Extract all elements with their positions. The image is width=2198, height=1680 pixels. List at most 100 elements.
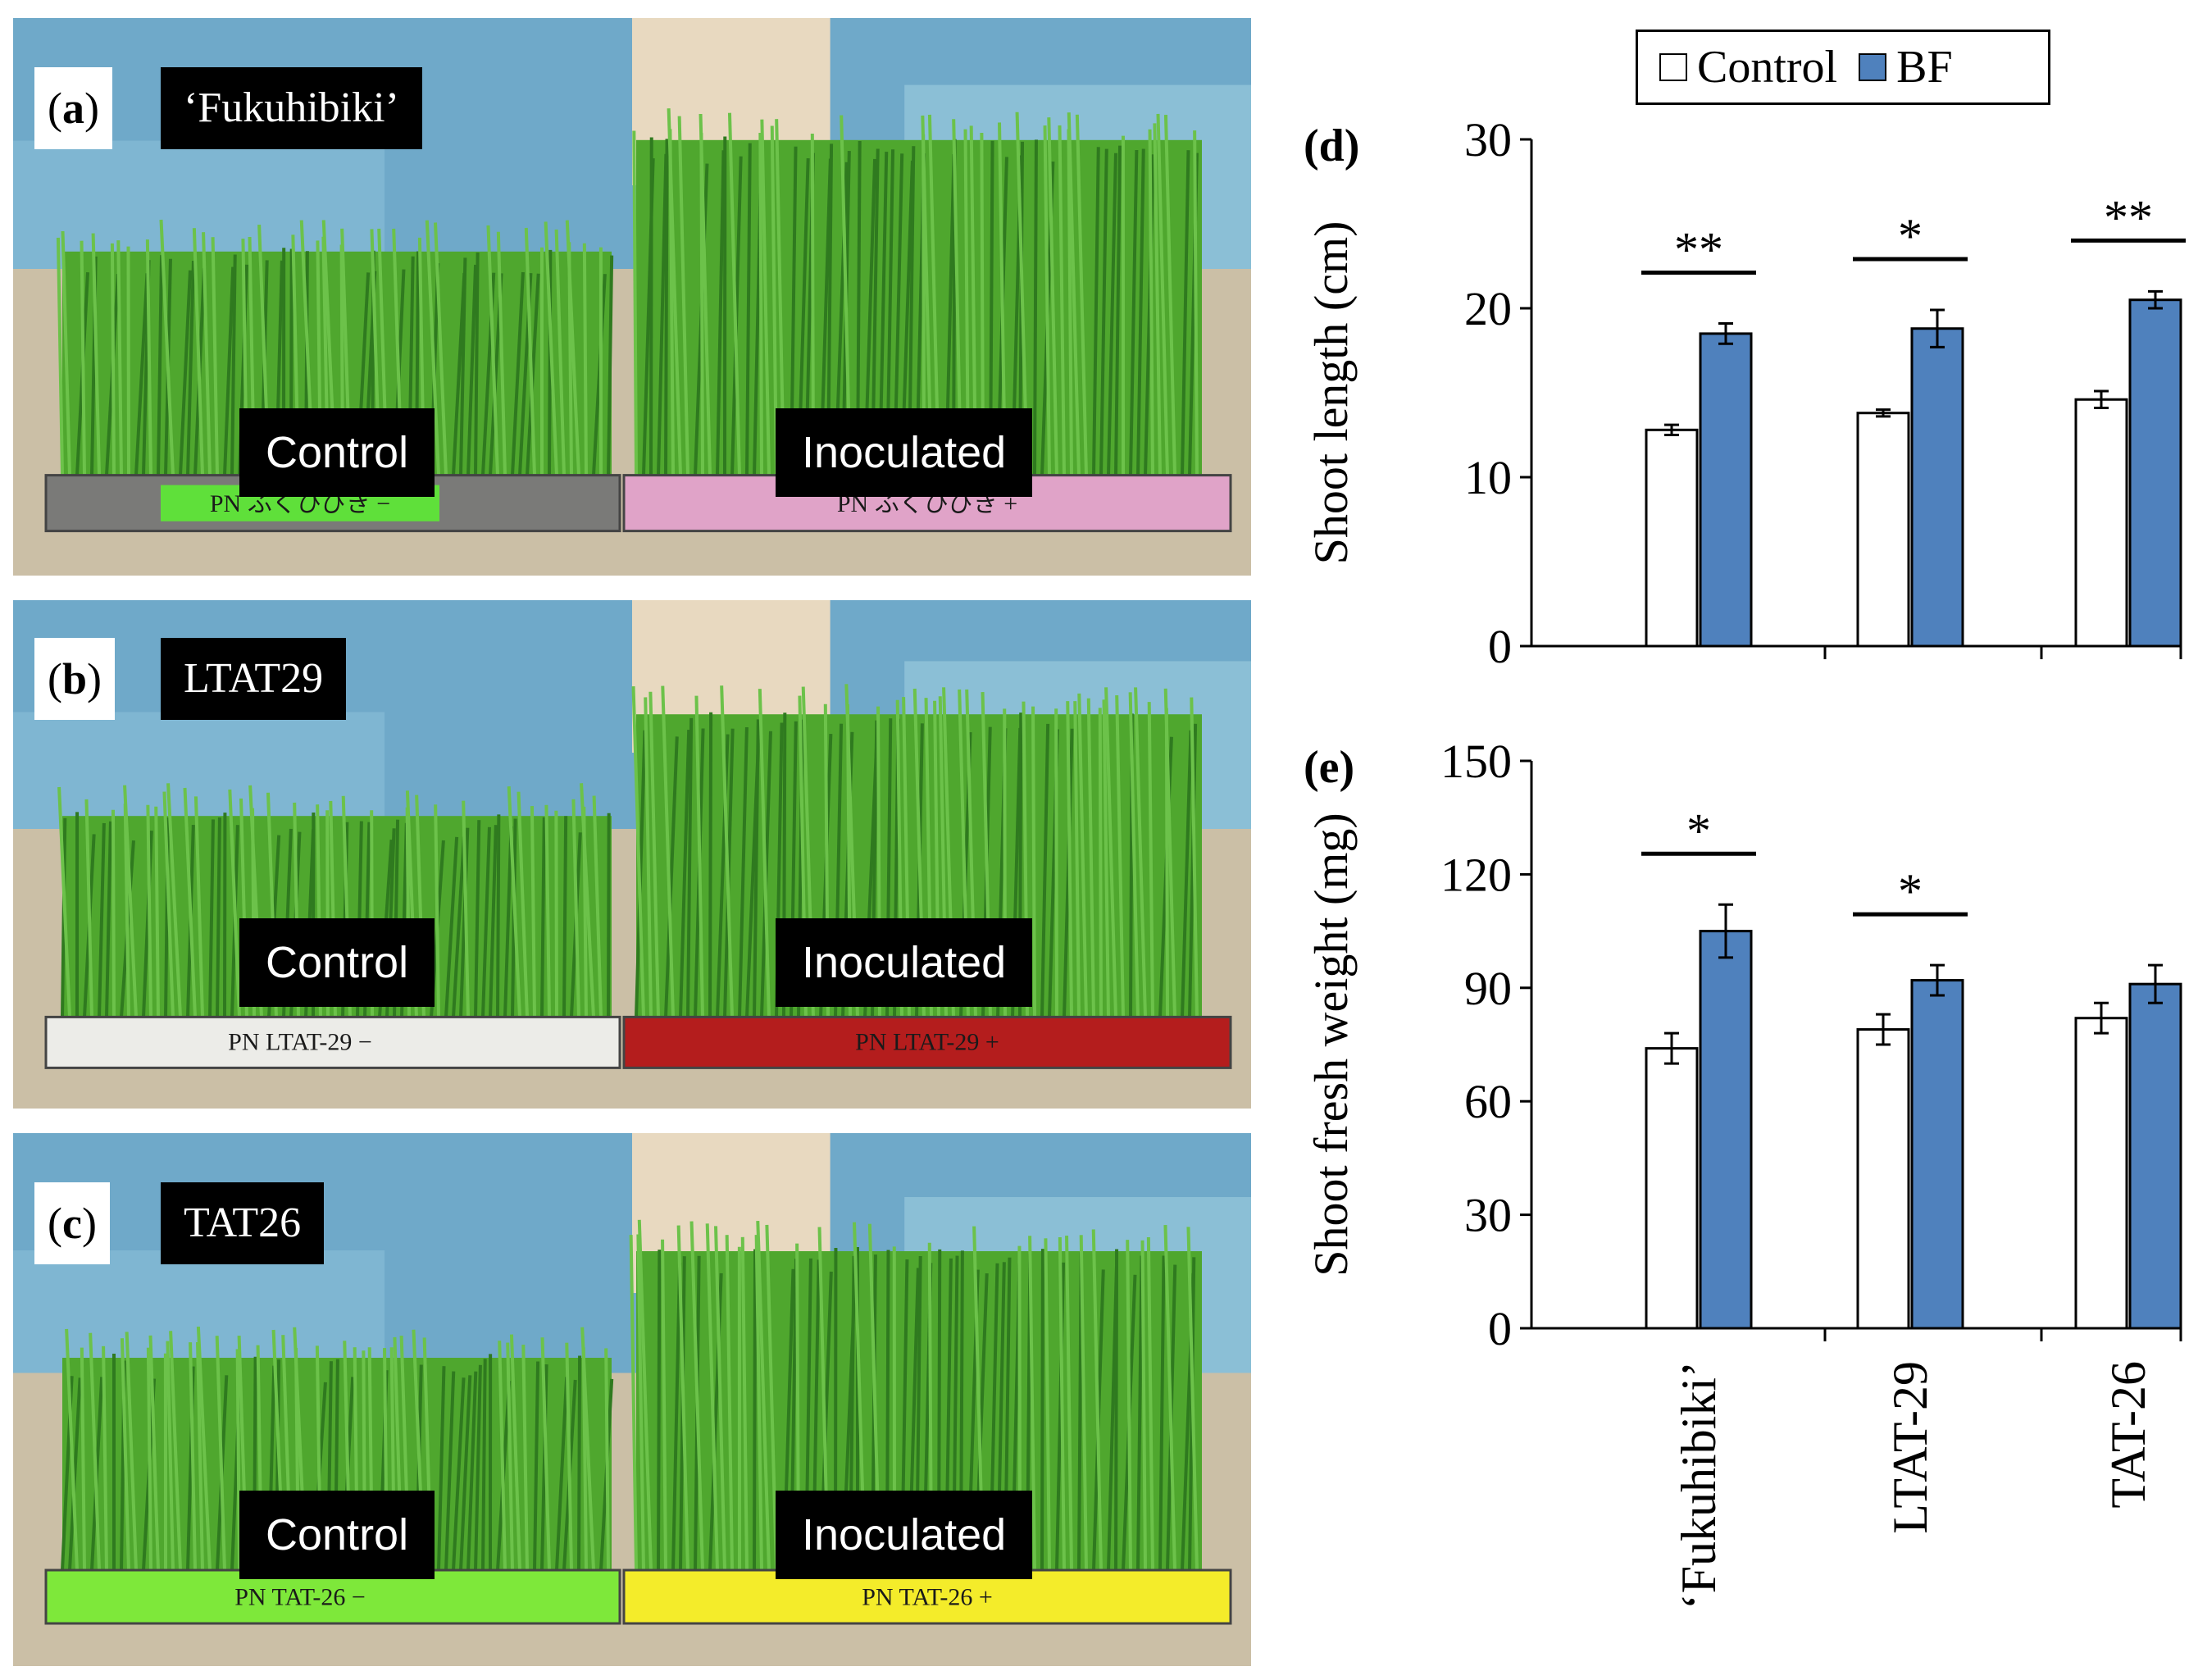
- seedling-blade: [671, 1262, 682, 1571]
- seedling-blade: [582, 243, 588, 476]
- seedling-blade: [644, 697, 653, 1018]
- seedling-blade: [1156, 113, 1169, 476]
- seedling-blade: [1091, 1229, 1103, 1571]
- seedling-blade: [657, 153, 668, 476]
- seedling-blade: [148, 1335, 160, 1571]
- y-tick-label: 20: [1464, 282, 1512, 335]
- y-tick-label: 10: [1464, 451, 1512, 504]
- seedling-blade: [1043, 125, 1051, 476]
- y-tick-label: 0: [1488, 620, 1512, 673]
- seedling-blade: [1186, 1227, 1199, 1571]
- seedling-blade: [604, 1348, 610, 1571]
- seedling-blade: [1104, 687, 1117, 1018]
- seedling-blade: [1136, 148, 1145, 476]
- legend-label-bf: BF: [1896, 42, 1953, 93]
- seedling-block: [631, 684, 1202, 1018]
- y-axis-label: Shoot fresh weight (mg): [1304, 813, 1358, 1276]
- seedling-blade: [1115, 694, 1125, 1018]
- panel-c-control-label: Control: [239, 1491, 435, 1579]
- x-category-label: LTAT-29: [1883, 1361, 1937, 1534]
- seedling-blade: [459, 827, 470, 1018]
- bar-control: [1856, 1028, 1910, 1330]
- bar-control: [1856, 412, 1910, 648]
- x-category-label: ‘Fukuhibiki’: [1672, 1361, 1726, 1609]
- seedling-blade: [498, 1341, 507, 1571]
- seedling-blade: [154, 806, 160, 1018]
- significance-label: *: [1898, 209, 1923, 263]
- seedling-blade: [1190, 697, 1199, 1018]
- seedling-blade: [486, 225, 499, 476]
- seedling-blade: [452, 836, 466, 1018]
- seedling-blade: [756, 1220, 771, 1571]
- seedling-blade: [196, 1341, 204, 1571]
- legend-swatch-bf: [1859, 53, 1887, 81]
- seedling-blade: [1129, 149, 1139, 476]
- seedling-blade: [98, 822, 106, 1018]
- seedling-blade: [1147, 702, 1154, 1018]
- seedling-blade: [1092, 147, 1100, 476]
- x-category-label: TAT-26: [2101, 1361, 2155, 1509]
- seedling-blade: [555, 1377, 569, 1571]
- seedling-blade: [434, 804, 440, 1018]
- seedling-blade: [705, 1223, 719, 1571]
- seedling-blade: [1054, 708, 1058, 1018]
- seedling-blade: [496, 231, 507, 476]
- seedling-blade: [1102, 699, 1110, 1018]
- seedling-blade: [1058, 125, 1066, 476]
- seedling-blade: [474, 1364, 482, 1571]
- seedling-blade: [91, 233, 101, 476]
- seedling-blade: [459, 257, 467, 476]
- seedling-blade: [571, 799, 580, 1018]
- bar-control: [2074, 1017, 2128, 1330]
- seedling-blade: [1107, 153, 1117, 476]
- seedling-blade: [716, 150, 726, 476]
- seedling-blade: [1086, 698, 1095, 1018]
- bar-bf: [1910, 979, 1964, 1330]
- seedling-blade: [738, 726, 749, 1018]
- seedling-blade: [689, 1221, 704, 1571]
- seedling-blade: [1163, 688, 1176, 1018]
- seedling-blade: [189, 1342, 197, 1571]
- bar-control: [2074, 398, 2128, 648]
- seedling-blade: [758, 132, 763, 476]
- seedling-blade: [592, 274, 607, 476]
- seedling-block: [61, 1326, 614, 1571]
- seedling-blade: [1140, 1240, 1147, 1571]
- seedling-blade: [503, 826, 513, 1018]
- seedling-blade: [489, 825, 498, 1018]
- seedling-blade: [1136, 1255, 1144, 1571]
- seedling-blade: [637, 1219, 653, 1571]
- seedling-blade: [216, 817, 221, 1018]
- seedling-blade: [459, 1375, 472, 1571]
- seedling-blade: [679, 729, 691, 1018]
- seedling-blade: [565, 220, 580, 476]
- seedling-blade: [1033, 139, 1038, 476]
- seedling-blade: [1079, 1235, 1088, 1571]
- seedling-blade: [661, 1239, 667, 1571]
- bar-control: [1645, 1047, 1699, 1330]
- seedling-blade: [1158, 1255, 1166, 1571]
- seedling-blade: [462, 800, 470, 1018]
- seedling-blade: [740, 1236, 749, 1571]
- seedling-blade: [631, 686, 645, 1018]
- seedling-blade: [1040, 1249, 1044, 1571]
- seedling-blade: [126, 246, 130, 476]
- seedling-blade: [110, 243, 116, 476]
- seedling-blade: [554, 229, 566, 476]
- seedling-blade: [179, 270, 192, 476]
- legend-label-control: Control: [1697, 42, 1838, 93]
- seedling-blade: [474, 252, 480, 476]
- seedling-blade: [202, 232, 212, 476]
- seedling-blade: [1128, 692, 1140, 1018]
- seedling-blade: [120, 1338, 130, 1571]
- seedling-blade: [1047, 117, 1058, 476]
- bar-bf: [1910, 327, 1964, 648]
- seedling-blade: [524, 227, 536, 476]
- bar-control: [1645, 428, 1699, 648]
- y-axis-label: Shoot length (cm): [1304, 221, 1358, 565]
- seedling-blade: [481, 826, 491, 1018]
- panel-c-inoculated-label: Inoculated: [776, 1491, 1033, 1579]
- seedling-blade: [452, 272, 466, 476]
- seedling-blade: [1181, 150, 1190, 476]
- chart-e: (e) 0 30 60 90 120 150 Shoot fresh weight (mg) *…: [1304, 735, 2182, 1609]
